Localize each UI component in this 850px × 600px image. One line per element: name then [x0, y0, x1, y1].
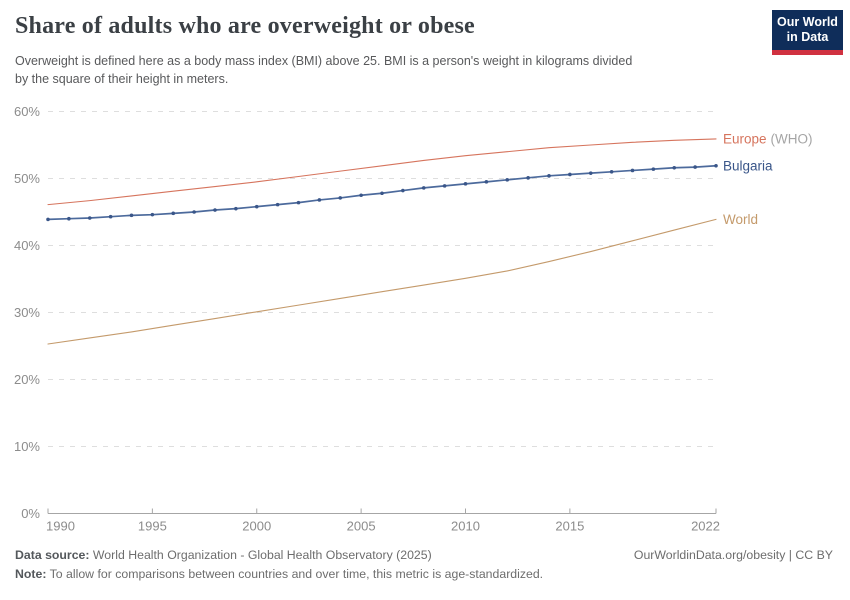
data-point-bulgaria-1998[interactable]	[213, 208, 217, 212]
x-axis-tick-label: 2022	[691, 519, 720, 534]
x-axis-tick-label: 2010	[451, 519, 480, 534]
logo-text-line2: in Data	[786, 30, 829, 44]
data-point-bulgaria-2000[interactable]	[254, 204, 259, 209]
data-point-bulgaria-2015[interactable]	[568, 172, 572, 177]
series-label-europe-who[interactable]: Europe (WHO)	[723, 131, 813, 146]
data-point-bulgaria-2014[interactable]	[547, 174, 551, 178]
data-point-bulgaria-2011[interactable]	[484, 180, 489, 184]
data-source-line: Data source: World Health Organization -…	[15, 548, 432, 562]
data-point-bulgaria-2003[interactable]	[317, 198, 322, 202]
data-point-bulgaria-2020[interactable]	[672, 165, 677, 170]
data-point-bulgaria-1996[interactable]	[171, 211, 176, 216]
y-axis-tick-label: 60%	[14, 104, 40, 119]
data-point-bulgaria-2004[interactable]	[338, 196, 343, 200]
data-point-bulgaria-1997[interactable]	[192, 210, 196, 214]
y-axis-tick-label: 30%	[14, 305, 40, 320]
subtitle-line: by the square of their height in meters.	[15, 71, 229, 86]
data-point-bulgaria-2017[interactable]	[609, 170, 614, 174]
series-label-bulgaria[interactable]: Bulgaria	[723, 158, 773, 173]
note-text: To allow for comparisons between countri…	[49, 567, 544, 581]
data-point-bulgaria-2018[interactable]	[630, 168, 635, 173]
data-point-bulgaria-1992[interactable]	[87, 216, 92, 220]
data-point-bulgaria-1990[interactable]	[46, 217, 50, 222]
y-axis-tick-label: 0%	[21, 506, 40, 521]
logo-text-line1: Our World	[777, 15, 838, 29]
data-point-bulgaria-1995[interactable]	[150, 212, 155, 217]
series-line-europe-who[interactable]	[47, 138, 717, 206]
chart-footer: Data source: World Health Organization -…	[15, 548, 833, 581]
x-axis-tick-label: 1990	[46, 519, 75, 534]
series-line-world[interactable]	[47, 218, 717, 345]
data-point-bulgaria-2001[interactable]	[275, 202, 280, 207]
data-point-bulgaria-2005[interactable]	[359, 193, 363, 198]
data-point-bulgaria-1991[interactable]	[67, 216, 71, 221]
x-axis-tick-label: 2005	[347, 519, 376, 534]
data-point-bulgaria-2021[interactable]	[693, 165, 697, 169]
subtitle-line: Overweight is defined here as a body mas…	[15, 54, 633, 68]
data-point-bulgaria-2002[interactable]	[296, 200, 301, 205]
y-axis-tick-label: 50%	[14, 171, 40, 186]
data-point-bulgaria-2019[interactable]	[651, 167, 656, 171]
y-axis-tick-label: 10%	[14, 439, 40, 454]
x-axis-tick-label: 2015	[555, 519, 584, 534]
data-point-bulgaria-2007[interactable]	[401, 188, 405, 193]
y-axis-tick-label: 20%	[14, 372, 40, 387]
data-point-bulgaria-2012[interactable]	[505, 178, 510, 182]
data-point-bulgaria-2022[interactable]	[714, 163, 718, 168]
data-point-bulgaria-1993[interactable]	[108, 214, 113, 219]
x-axis-tick-label: 1995	[138, 519, 167, 534]
note-label: Note:	[15, 567, 47, 581]
x-axis-tick-label: 2000	[242, 519, 271, 534]
data-point-bulgaria-1994[interactable]	[129, 213, 134, 218]
data-point-bulgaria-2010[interactable]	[463, 182, 468, 186]
data-source-label: Data source:	[15, 548, 90, 562]
data-point-bulgaria-2006[interactable]	[380, 191, 384, 196]
series-label-world[interactable]: World	[723, 212, 758, 227]
data-point-bulgaria-2008[interactable]	[421, 186, 426, 190]
chart-subtitle: Overweight is defined here as a body mas…	[15, 53, 632, 88]
data-point-bulgaria-1999[interactable]	[234, 206, 238, 211]
y-axis-tick-label: 40%	[14, 238, 40, 253]
chart-title: Share of adults who are overweight or ob…	[15, 13, 475, 39]
data-point-bulgaria-2016[interactable]	[588, 171, 593, 175]
data-source-text: World Health Organization - Global Healt…	[92, 548, 432, 562]
data-point-bulgaria-2009[interactable]	[442, 184, 447, 188]
data-point-bulgaria-2013[interactable]	[526, 176, 530, 180]
license-link[interactable]: OurWorldinData.org/obesity | CC BY	[633, 548, 833, 562]
owid-logo[interactable]: Our World in Data	[772, 10, 843, 55]
